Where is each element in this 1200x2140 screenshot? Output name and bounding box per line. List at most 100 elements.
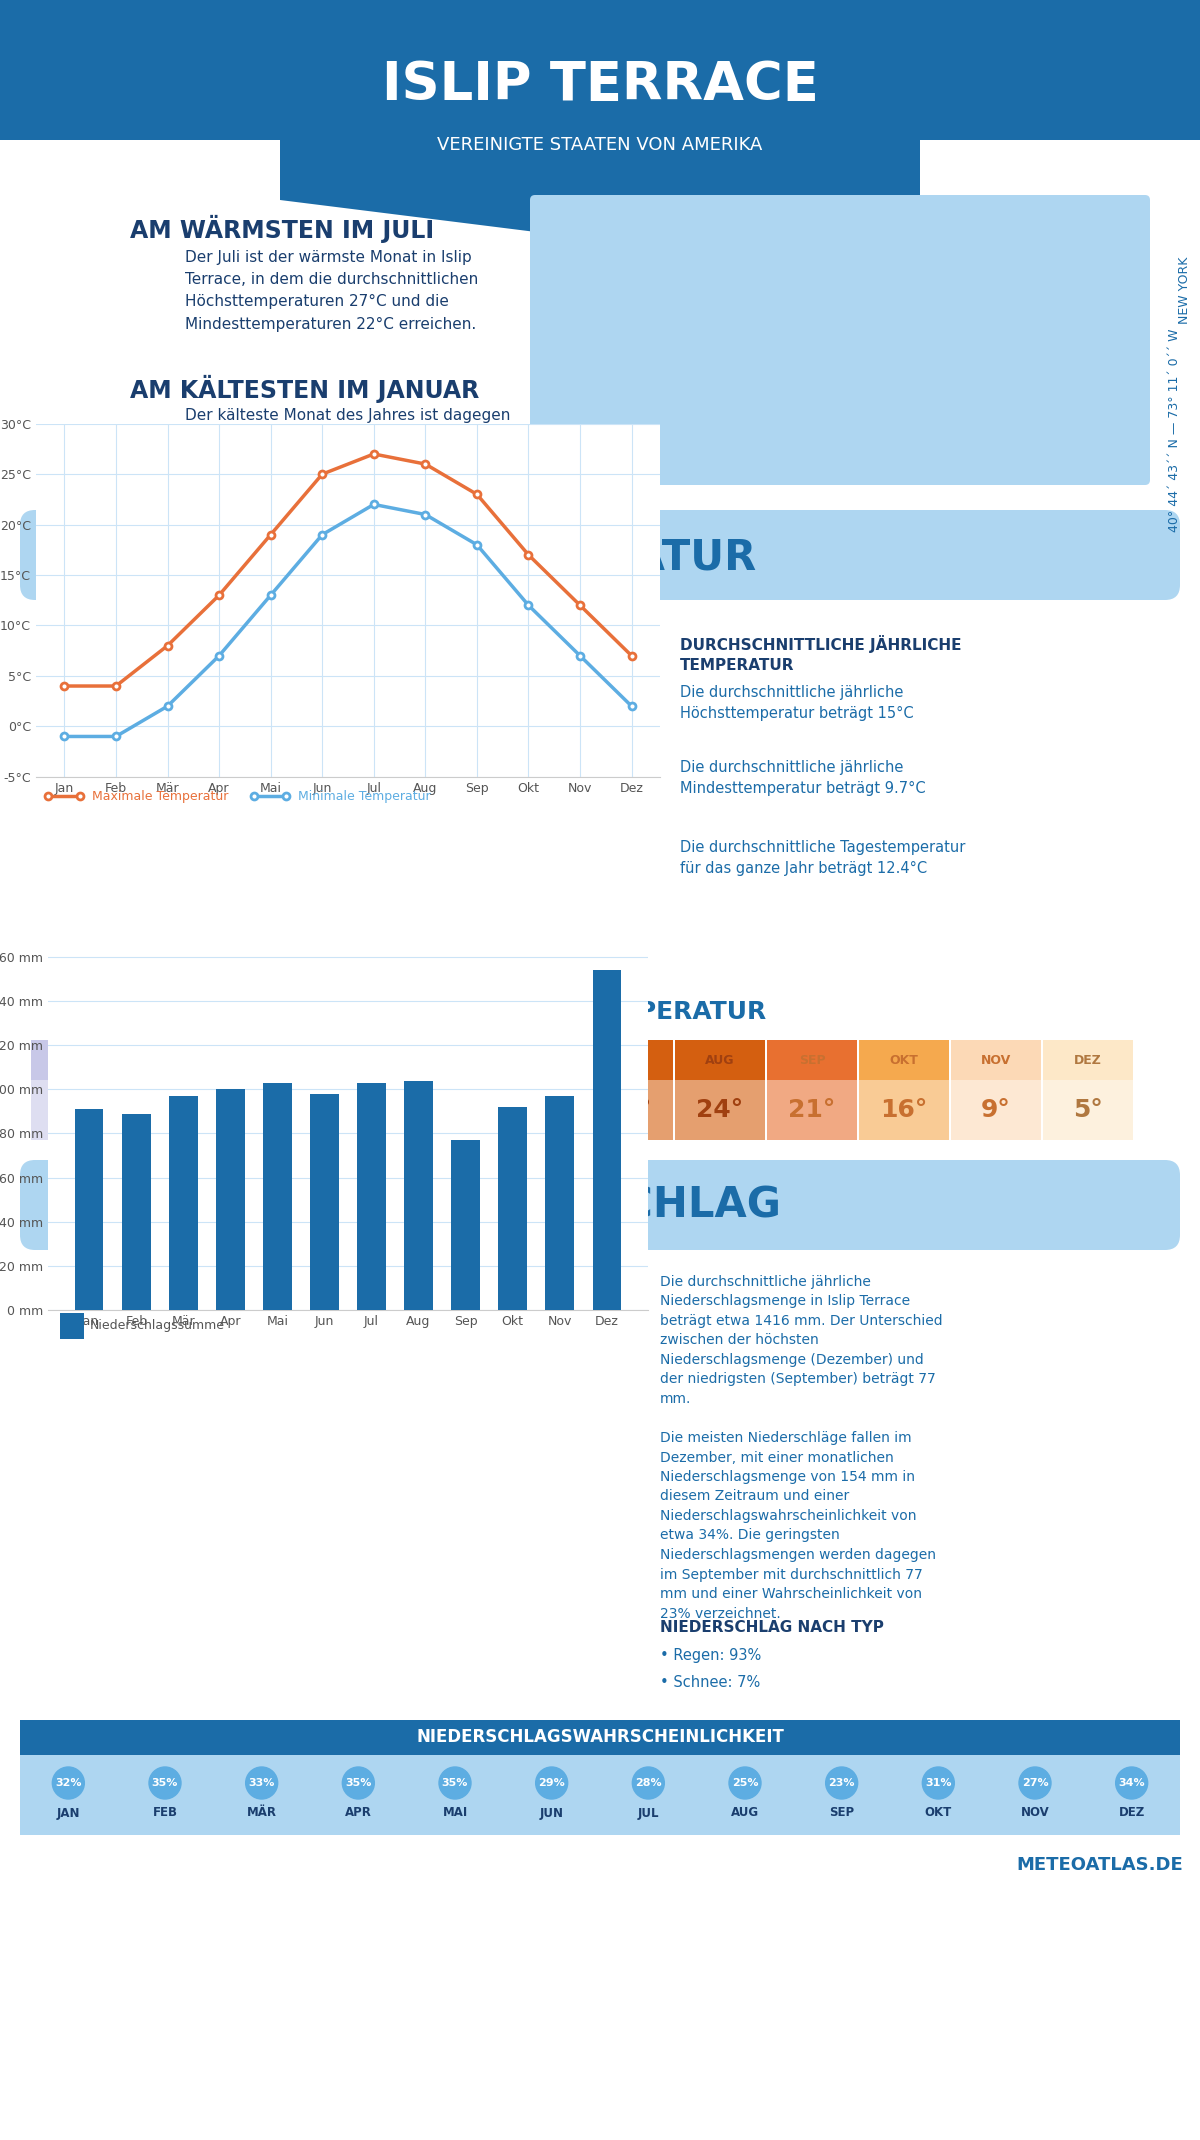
Bar (358, 1083, 385, 1310)
Bar (307, 1040, 397, 1081)
Text: JAN: JAN (64, 1053, 89, 1066)
FancyBboxPatch shape (20, 1160, 1180, 1250)
Circle shape (1019, 1768, 1051, 1800)
Text: APR: APR (338, 1053, 366, 1066)
Text: MAI: MAI (443, 1806, 468, 1819)
Text: MÄR: MÄR (247, 1806, 277, 1819)
Minimale Temperatur (366, 492, 380, 518)
Text: METEOATLAS.DE: METEOATLAS.DE (1016, 1855, 1183, 1875)
Circle shape (535, 1768, 568, 1800)
Text: SEP: SEP (829, 1806, 854, 1819)
Bar (767, 1081, 857, 1141)
Circle shape (632, 1768, 665, 1800)
Text: Minimale Temperatur: Minimale Temperatur (298, 790, 431, 802)
Minimale Temperatur (521, 593, 535, 618)
Text: 24°: 24° (605, 1098, 652, 1121)
Bar (31, 1081, 121, 1141)
Maximale Temperatur (469, 482, 484, 507)
Minimale Temperatur (624, 693, 638, 719)
Text: Der kälteste Monat des Jahres ist dagegen
der Januar mit Höchsttemperaturen von : Der kälteste Monat des Jahres ist dagege… (185, 409, 524, 467)
Text: 14°: 14° (420, 1098, 468, 1121)
Text: 35%: 35% (346, 1778, 372, 1789)
Text: 27%: 27% (1021, 1778, 1049, 1789)
Bar (952, 1040, 1042, 1081)
Bar (1084, 1755, 1180, 1834)
Text: OKT: OKT (925, 1806, 952, 1819)
Bar (859, 1040, 949, 1081)
Bar (407, 1755, 503, 1834)
Bar (124, 1040, 214, 1081)
Minimale Temperatur (212, 642, 227, 668)
Bar (491, 1040, 581, 1081)
Text: 24°: 24° (696, 1098, 744, 1121)
Bar (859, 1081, 949, 1141)
Text: AUG: AUG (731, 1806, 760, 1819)
Text: 16°: 16° (881, 1098, 928, 1121)
Text: AM WÄRMSTEN IM JULI: AM WÄRMSTEN IM JULI (130, 214, 434, 244)
Bar (986, 1755, 1084, 1834)
Text: NIEDERSCHLAG: NIEDERSCHLAG (419, 1183, 781, 1226)
Text: AM KÄLTESTEN IM JANUAR: AM KÄLTESTEN IM JANUAR (130, 374, 479, 402)
Text: FEB: FEB (155, 1053, 181, 1066)
Text: Maximale Temperatur: Maximale Temperatur (92, 790, 228, 802)
Text: 2°: 2° (154, 1098, 182, 1121)
Bar (0, 1840, 1200, 1890)
Text: NOV: NOV (980, 1053, 1012, 1066)
Bar (398, 1040, 490, 1081)
Polygon shape (280, 0, 920, 240)
Minimale Temperatur (161, 693, 175, 719)
Bar (0, 0, 1200, 139)
Text: JUN: JUN (540, 1806, 564, 1819)
Text: 9°: 9° (982, 1098, 1010, 1121)
Bar (398, 1081, 490, 1141)
Line: Minimale Temperatur: Minimale Temperatur (61, 501, 635, 740)
Text: MÄR: MÄR (244, 1053, 276, 1066)
Text: JAN: JAN (56, 1806, 80, 1819)
Bar (1043, 1081, 1133, 1141)
Minimale Temperatur (418, 501, 432, 526)
Bar (307, 1081, 397, 1141)
Text: TÄGLICHE TEMPERATUR: TÄGLICHE TEMPERATUR (434, 999, 766, 1025)
Text: APR: APR (344, 1806, 372, 1819)
Maximale Temperatur (58, 674, 72, 700)
FancyBboxPatch shape (530, 195, 1150, 486)
Circle shape (246, 1768, 277, 1800)
Bar (76, 1109, 103, 1310)
Circle shape (826, 1768, 858, 1800)
Text: JUL: JUL (637, 1806, 659, 1819)
Bar (451, 1141, 480, 1310)
Maximale Temperatur (109, 674, 124, 700)
Text: JUN: JUN (523, 1053, 548, 1066)
Maximale Temperatur (624, 642, 638, 668)
Text: NEW YORK: NEW YORK (1178, 257, 1192, 323)
Minimale Temperatur (58, 723, 72, 749)
Text: VEREINIGTE STAATEN VON AMERIKA: VEREINIGTE STAATEN VON AMERIKA (437, 137, 763, 154)
Maximale Temperatur (212, 582, 227, 608)
Bar (1043, 1040, 1133, 1081)
Text: Der Juli ist der wärmste Monat in Islip
Terrace, in dem die durchschnittlichen
H: Der Juli ist der wärmste Monat in Islip … (185, 250, 479, 332)
Text: NOV: NOV (1021, 1806, 1049, 1819)
Maximale Temperatur (572, 593, 587, 618)
Bar (546, 1096, 574, 1310)
Minimale Temperatur (469, 533, 484, 559)
Text: ISLIP TERRACE: ISLIP TERRACE (382, 60, 818, 111)
Bar (583, 1081, 673, 1141)
Text: 25%: 25% (732, 1778, 758, 1789)
Circle shape (439, 1768, 470, 1800)
Bar (593, 969, 620, 1310)
Text: NIEDERSCHLAG NACH TYP: NIEDERSCHLAG NACH TYP (660, 1620, 884, 1635)
Text: 28%: 28% (635, 1778, 661, 1789)
Minimale Temperatur (572, 642, 587, 668)
Bar (767, 1040, 857, 1081)
Bar (600, 1755, 697, 1834)
Bar (697, 1755, 793, 1834)
Text: Die durchschnittliche Tagestemperatur
für das ganze Jahr beträgt 12.4°C: Die durchschnittliche Tagestemperatur fü… (680, 841, 965, 875)
Bar (310, 1755, 407, 1834)
Bar (20, 1721, 1180, 1755)
Bar (263, 1083, 292, 1310)
Text: 40° 44´ 43´´ N — 73° 11´ 0´´ W: 40° 44´ 43´´ N — 73° 11´ 0´´ W (1169, 327, 1182, 531)
Text: AUG: AUG (706, 1053, 734, 1066)
Bar (215, 1081, 305, 1141)
Line: Maximale Temperatur: Maximale Temperatur (61, 452, 635, 689)
Text: 35%: 35% (442, 1778, 468, 1789)
